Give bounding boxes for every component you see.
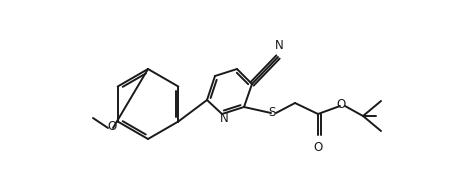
Text: O: O [313, 141, 322, 154]
Text: N: N [275, 39, 284, 52]
Text: S: S [268, 106, 276, 119]
Text: O: O [107, 121, 117, 134]
Text: N: N [220, 111, 229, 124]
Text: O: O [336, 98, 346, 111]
